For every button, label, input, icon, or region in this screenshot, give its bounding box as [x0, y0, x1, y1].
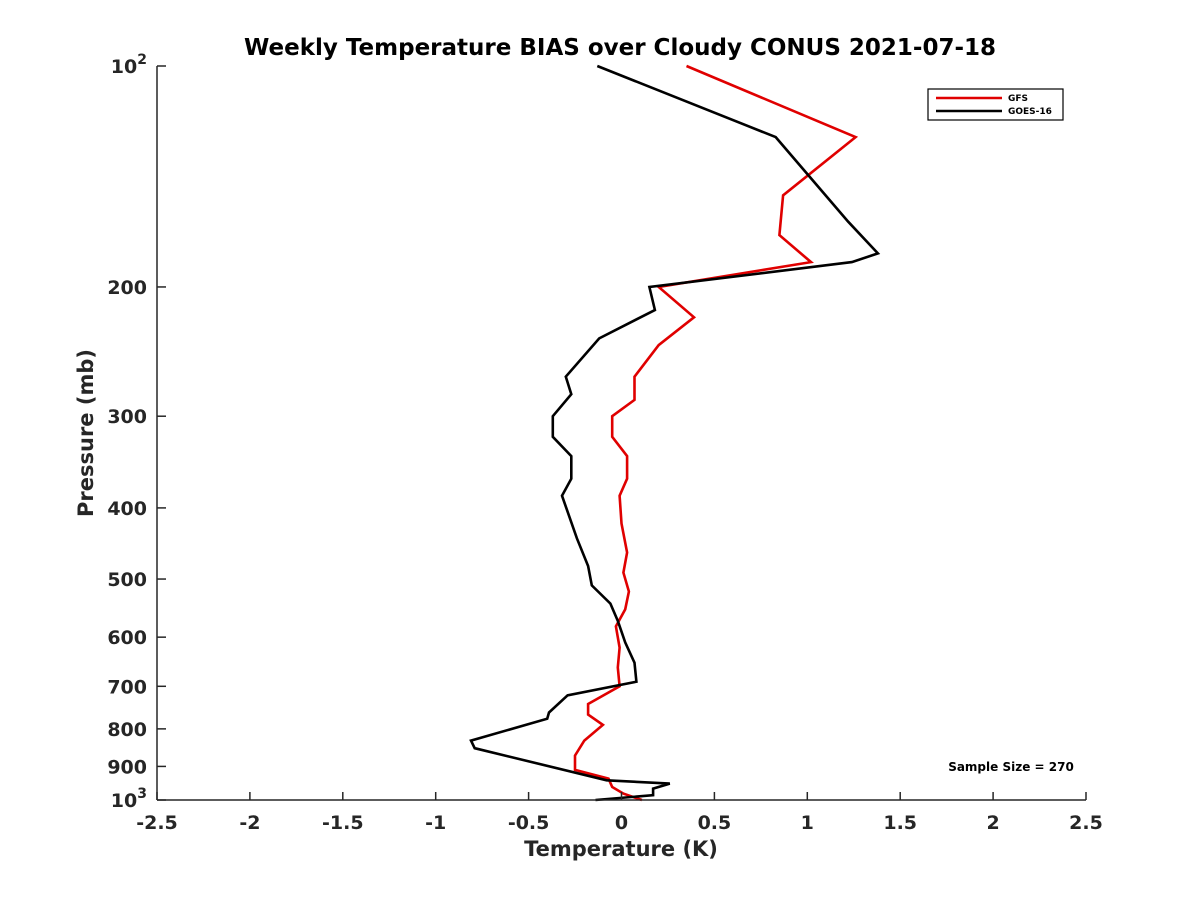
y-tick-label: 200: [107, 277, 147, 299]
x-tick-label: -2: [239, 812, 260, 834]
y-tick-label: 600: [107, 627, 147, 649]
x-tick-label: -2.5: [136, 812, 178, 834]
sample-size-annotation: Sample Size = 270: [948, 760, 1074, 774]
x-tick-label: 2.5: [1069, 812, 1103, 834]
y-tick-label: 800: [107, 719, 147, 741]
x-tick-label: -1: [425, 812, 446, 834]
y-axis-ticks: 102 200 300 400 500 600 700 800 900 103: [107, 52, 166, 812]
x-tick-label: 1.5: [883, 812, 917, 834]
x-axis-ticks: -2.5 -2 -1.5 -1 -0.5 0 0.5 1 1.5 2 2.5: [136, 792, 1103, 834]
legend-box: [927, 88, 1064, 121]
y-tick-label: 103: [111, 786, 147, 812]
legend-label-gfs: GFS: [1008, 94, 1028, 104]
x-tick-label: 1: [801, 812, 814, 834]
chart-title: Weekly Temperature BIAS over Cloudy CONU…: [244, 35, 996, 61]
y-tick-label: 700: [107, 676, 147, 698]
y-tick-label: 500: [107, 569, 147, 591]
x-tick-label: 0.5: [698, 812, 732, 834]
series-line-gfs: [573, 64, 859, 802]
series-line-goes-16: [469, 64, 881, 802]
x-axis-label: Temperature (K): [524, 837, 718, 861]
y-tick-label: 102: [111, 52, 147, 78]
x-tick-label: -0.5: [508, 812, 550, 834]
x-tick-label: 2: [986, 812, 999, 834]
x-tick-label: -1.5: [322, 812, 364, 834]
x-tick-label: 0: [615, 812, 628, 834]
y-tick-label: 900: [107, 756, 147, 778]
series-layer: [469, 64, 881, 802]
y-tick-label: 400: [107, 498, 147, 520]
y-tick-label: 300: [107, 406, 147, 428]
legend: GFS GOES-16: [927, 88, 1064, 121]
y-axis-label: Pressure (mb): [74, 349, 98, 517]
legend-label-goes16: GOES-16: [1008, 107, 1052, 117]
